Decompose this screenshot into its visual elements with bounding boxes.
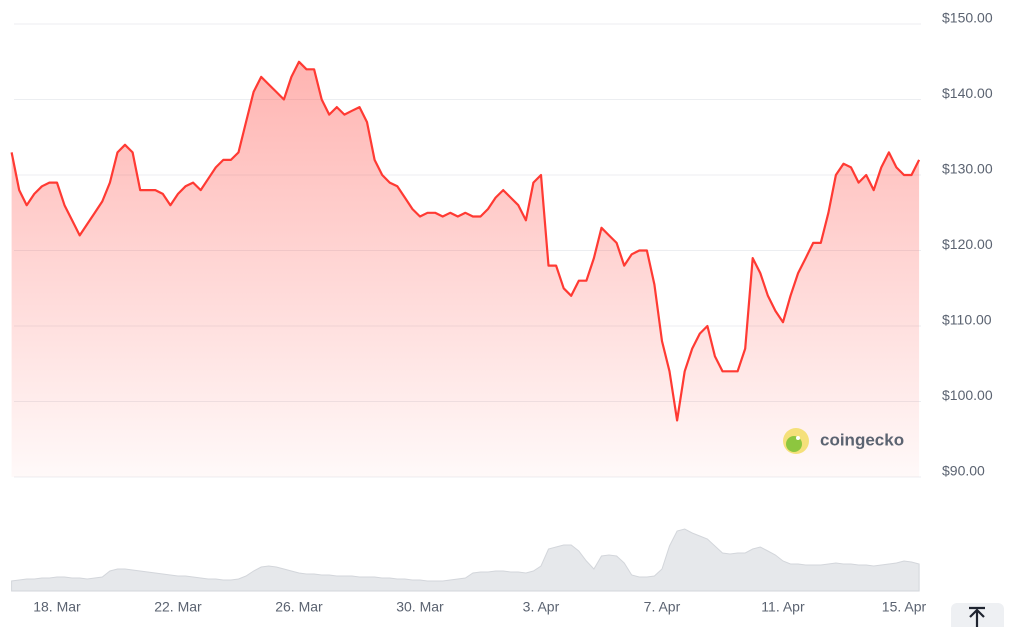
scroll-top-button[interactable] [951,603,1004,627]
x-tick-label: 22. Mar [154,599,202,615]
watermark-text: coingecko [820,430,904,449]
y-tick-label: $130.00 [942,161,993,177]
y-tick-label: $120.00 [942,236,993,252]
x-tick-label: 7. Apr [644,599,681,615]
x-tick-label: 30. Mar [396,599,444,615]
y-tick-label: $140.00 [942,85,993,101]
y-tick-label: $90.00 [942,463,985,479]
grid: $90.00 $100.00 $110.00 $120.00 $130.00 $140.0… [14,10,993,615]
button-icon[interactable] [969,606,985,627]
watermark: coingecko [783,428,904,454]
x-tick-label: 18. Mar [33,599,81,615]
watermark-eye [796,436,800,440]
price-area [11,61,920,478]
y-tick-label: $110.00 [942,312,992,328]
x-tick-label: 3. Apr [523,599,560,615]
x-tick-label: 26. Mar [275,599,323,615]
price-line [10,60,921,422]
plot [10,60,921,592]
volume-area [11,528,920,592]
x-tick-label: 11. Apr [761,599,805,615]
y-tick-label: $100.00 [942,387,993,403]
x-tick-label: 15. Apr [882,599,927,615]
y-tick-label: $150.00 [942,10,993,26]
